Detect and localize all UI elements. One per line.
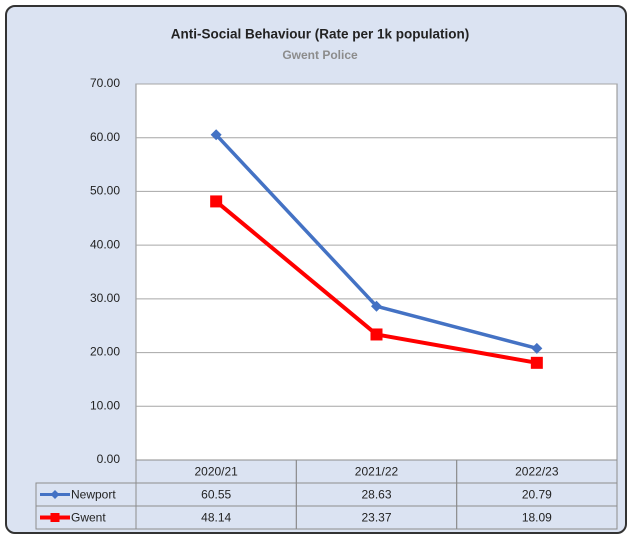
y-tick-label: 10.00 (90, 398, 120, 412)
marker (371, 300, 382, 312)
y-tick-label: 70.00 (90, 76, 120, 90)
table-value: 18.09 (522, 511, 552, 525)
table-value: 28.63 (361, 488, 391, 502)
table-cell (456, 505, 618, 530)
marker (210, 195, 223, 208)
y-tick-label: 60.00 (90, 130, 120, 144)
x-tick-label: 2022/23 (515, 465, 559, 479)
y-tick-label: 40.00 (90, 237, 120, 251)
legend-label: Gwent (71, 511, 106, 525)
y-tick-label: 50.00 (90, 184, 120, 198)
marker (370, 328, 383, 341)
marker (50, 513, 60, 522)
table-value: 23.37 (361, 511, 391, 525)
y-tick-label: 30.00 (90, 291, 120, 305)
marker (530, 356, 543, 369)
table-value: 48.14 (201, 511, 231, 525)
chart-subtitle: Gwent Police (282, 48, 358, 62)
y-tick-label: 0.00 (97, 452, 121, 466)
table-value: 60.55 (201, 488, 231, 502)
table-value: 20.79 (522, 488, 552, 502)
y-tick-label: 20.00 (90, 345, 120, 359)
marker (50, 490, 60, 499)
x-tick-label: 2021/22 (355, 465, 399, 479)
marker (531, 342, 543, 354)
marker (210, 129, 222, 141)
legend-label: Newport (71, 488, 116, 502)
chart-title: Anti-Social Behaviour (Rate per 1k popul… (171, 27, 470, 42)
x-tick-label: 2020/21 (194, 465, 238, 479)
plot-area (135, 83, 618, 461)
